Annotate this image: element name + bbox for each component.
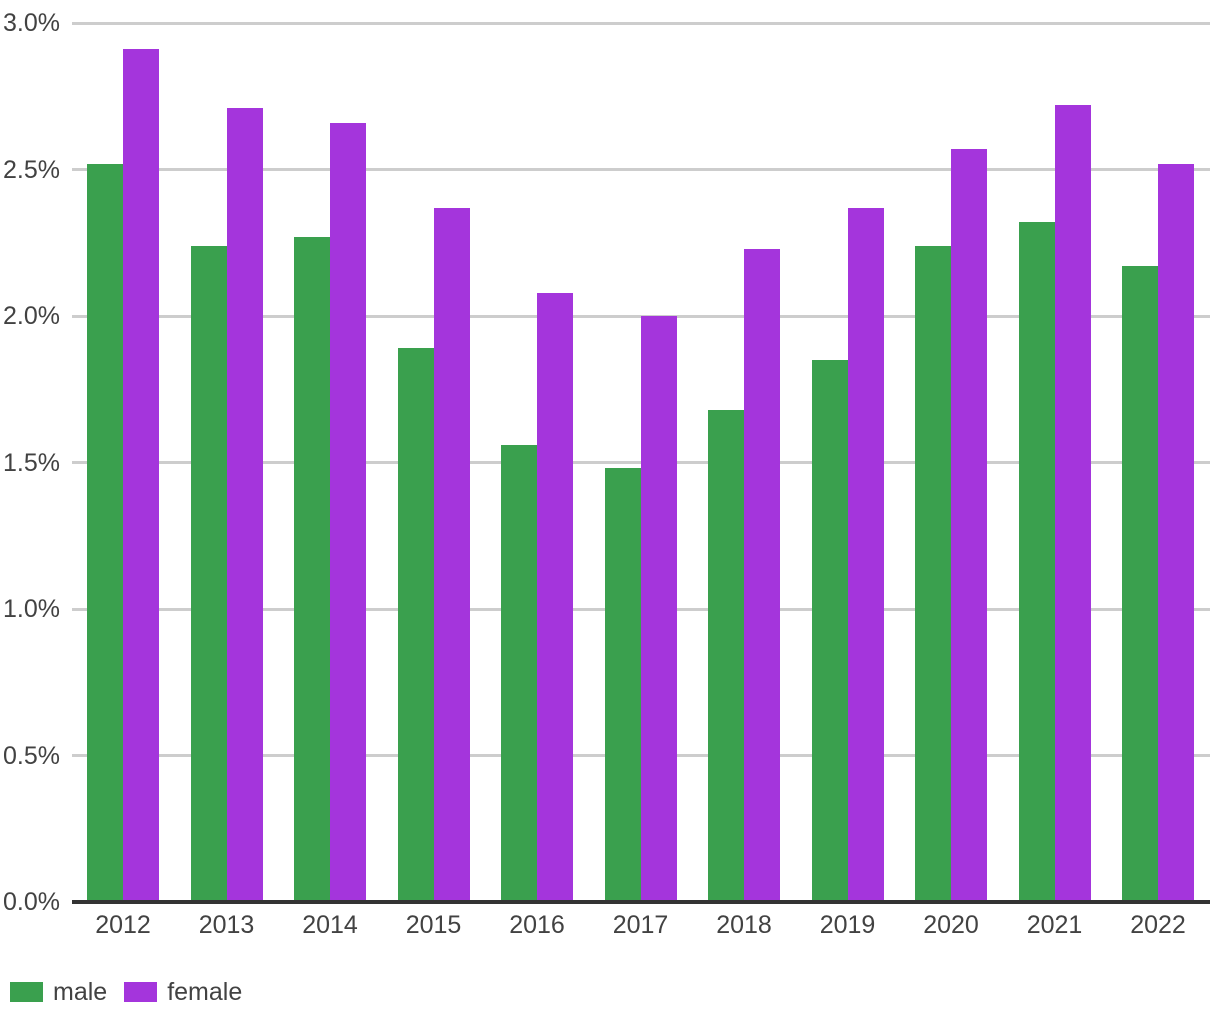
x-tick-label-2017: 2017 [612,911,669,939]
bar-group-2019 [811,208,884,902]
bar-male-2022[interactable] [1122,266,1158,902]
bar-male-2019[interactable] [811,360,848,902]
bar-female-2021[interactable] [1054,105,1091,902]
y-tick-label-1.5%: 1.5% [3,448,60,477]
bar-female-2015[interactable] [433,208,470,902]
bar-female-2022[interactable] [1158,164,1194,902]
bar-group-2018 [708,249,780,902]
bar-group-2020 [915,149,987,902]
bar-group-2022 [1122,164,1194,902]
legend: male female [10,979,242,1005]
bar-female-2017[interactable] [640,316,677,902]
bar-male-2015[interactable] [397,348,434,902]
gridline-2.5% [72,168,1210,171]
x-tick-label-2022: 2022 [1130,911,1186,939]
legend-item-female: female [124,979,242,1005]
bar-group-2021 [1018,105,1091,902]
x-tick-label-2018: 2018 [716,911,772,939]
y-tick-label-0.0%: 0.0% [3,888,60,916]
bar-female-2018[interactable] [744,249,780,902]
legend-item-male: male [10,979,107,1005]
bar-female-2014[interactable] [330,123,366,902]
bar-male-2012[interactable] [87,164,123,902]
bar-group-2012 [87,49,159,902]
x-tick-label-2014: 2014 [302,911,358,939]
bar-male-2017[interactable] [604,468,641,902]
bar-male-2021[interactable] [1018,222,1055,902]
y-tick-label-1.0%: 1.0% [3,595,60,623]
bar-female-2013[interactable] [226,108,263,902]
bar-male-2016[interactable] [501,445,537,902]
bar-group-2015 [397,208,470,902]
bar-female-2016[interactable] [537,293,573,902]
bar-female-2020[interactable] [951,149,987,902]
legend-swatch-female-icon [124,982,158,1002]
bar-group-2016 [501,293,573,902]
gridline-3.0% [72,21,1210,25]
bar-group-2017 [604,316,677,902]
x-tick-label-2021: 2021 [1026,911,1083,939]
x-tick-label-2019: 2019 [819,911,876,939]
bar-male-2020[interactable] [915,246,951,902]
bar-male-2014[interactable] [294,237,330,902]
legend-label-male: male [53,978,108,1006]
x-tick-label-2015: 2015 [405,911,462,939]
y-tick-label-2.0%: 2.0% [3,302,60,330]
x-tick-label-2012: 2012 [95,911,151,939]
legend-label-female: female [167,978,243,1006]
y-tick-label-0.5%: 0.5% [3,741,60,770]
bar-male-2018[interactable] [708,410,744,902]
x-tick-label-2013: 2013 [198,911,255,939]
x-tick-label-2016: 2016 [509,911,565,939]
y-tick-label-3.0%: 3.0% [3,9,60,37]
bar-male-2013[interactable] [190,246,227,902]
bar-female-2019[interactable] [847,208,884,902]
x-tick-label-2020: 2020 [923,911,979,939]
bar-group-2013 [190,108,263,902]
legend-swatch-male-icon [10,982,43,1002]
y-tick-label-2.5%: 2.5% [3,155,60,184]
bar-female-2012[interactable] [123,49,159,902]
x-axis-line [72,900,1210,904]
bar-group-2014 [294,123,366,902]
